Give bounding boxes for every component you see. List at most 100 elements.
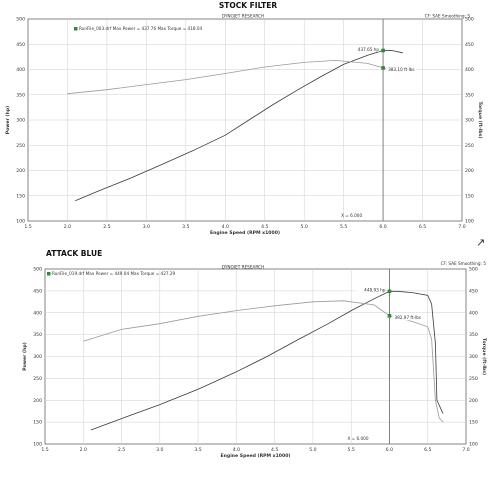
legend: RunFile_019.drf Max Power = 449.04 Max T… [47,271,176,276]
y2-tick-label: 300 [469,354,478,360]
y2-tick-label: 350 [469,332,478,338]
y-tick-label: 300 [33,354,42,360]
x-tick-label: 5.0 [301,224,308,230]
y2-tick-label: 250 [465,143,474,149]
x-tick-label: 5.5 [348,447,355,453]
header-right: CF: SAE Smoothing: 5 [425,14,471,19]
series-group: 437.65 hp 383.10 ft-lbs [67,45,417,202]
diagonal-arrow-icon: ↗ [476,236,486,249]
x-tick-label: 7.0 [462,447,469,453]
y-tick-label: 300 [16,118,25,124]
legend-marker [74,27,78,31]
y-tick-labels: 100 150 200 250 300 350 400 450 500 [33,267,42,448]
x-tick-label: 6.5 [424,447,431,453]
y-tick-label: 400 [16,67,25,73]
y-tick-label: 200 [33,398,42,404]
series-marker-power [381,48,385,53]
header-right: CF: SAE Smoothing: 5 [441,261,487,266]
x-tick-label: 3.0 [156,447,163,453]
y2-tick-label: 250 [469,376,478,382]
series-marker-torque [387,314,392,318]
x-tick-labels: 1.5 2.0 2.5 3.0 3.5 4.0 4.5 5.0 5.5 6.0 6.5 7.0 [41,447,469,453]
y2-tick-label: 500 [469,267,478,273]
y2-tick-labels: 100 150 200 250 300 350 400 450 500 [469,267,478,448]
y-tick-label: 250 [33,376,42,382]
y2-tick-label: 100 [469,442,478,448]
legend-text: RunFile_019.drf Max Power = 449.04 Max T… [52,271,176,276]
data-label-power: 448.93 hp [364,288,386,293]
y2-tick-label: 300 [465,118,474,124]
x-tick-label: 4.5 [271,447,278,453]
legend-text: RunFile_003.drf Max Power = 437.76 Max T… [79,26,203,31]
y2-axis-label: Torque (ft-lbs) [481,338,487,375]
x-tick-label: 2.0 [64,224,71,230]
grid [45,269,466,444]
data-label-power: 437.65 hp [358,47,380,52]
header-center: DYNOJET RESEARCH [222,14,264,19]
x-tick-label: 5.0 [309,447,316,453]
x-tick-label: 4.5 [261,224,268,230]
y-tick-label: 350 [16,92,25,98]
series-line-torque [67,59,403,95]
y2-tick-label: 450 [465,42,474,48]
x-tick-label: 5.5 [340,224,347,230]
y-tick-label: 200 [16,168,25,174]
y2-tick-label: 500 [465,17,474,23]
chart-title: ATTACK BLUE [46,249,102,258]
series-line-power [90,290,444,431]
y2-tick-labels: 100 150 200 250 300 350 400 450 500 [465,17,474,225]
x-axis-label: Engine Speed (RPM x1000) [210,230,280,236]
data-label-torque: 392.97 ft-lbs [394,315,421,320]
series-group: 448.93 hp 392.97 ft-lbs [83,286,444,431]
legend-marker [47,272,51,276]
y-tick-label: 250 [16,143,25,149]
data-label-bg [392,314,423,321]
x-axis-label: Engine Speed (RPM x1000) [221,453,291,459]
y-tick-label: 150 [33,420,42,426]
y-tick-label: 450 [16,42,25,48]
series-line-power [75,49,403,202]
x-tick-label: 3.5 [182,224,189,230]
y2-tick-label: 400 [465,67,474,73]
x-tick-label: 2.0 [80,447,87,453]
data-label-torque: 383.10 ft-lbs [388,67,415,72]
y2-axis-label: Torque (ft-lbs) [477,101,483,138]
y-tick-label: 500 [16,17,25,23]
data-label-bg [386,66,417,73]
legend: RunFile_003.drf Max Power = 437.76 Max T… [74,26,203,31]
y2-tick-label: 100 [465,219,474,225]
y2-tick-label: 200 [465,168,474,174]
y-tick-label: 100 [16,219,25,225]
y-axis-label: Power (hp) [22,342,28,371]
x-tick-label: 1.5 [24,224,31,230]
data-label-bg [355,286,386,293]
y-tick-label: 400 [33,310,42,316]
y2-tick-label: 400 [469,310,478,316]
series-marker-power [387,289,392,294]
y2-tick-label: 350 [465,92,474,98]
x-tick-label: 2.5 [103,224,110,230]
y-tick-label: 450 [33,288,42,294]
cursor-readout: X = 6.000 [347,436,368,441]
x-tick-label: 6.5 [419,224,426,230]
data-label-bg [349,45,380,52]
x-tick-label: 1.5 [41,447,48,453]
y-tick-label: 350 [33,332,42,338]
x-tick-label: 2.5 [118,447,125,453]
stock-filter-chart: STOCK FILTER DYNOJET RESEARCH CF: SAE Sm… [5,1,483,236]
x-tick-label: 7.0 [458,224,465,230]
series-marker-torque [381,66,385,70]
y-tick-label: 100 [33,442,42,448]
header-center: DYNOJET RESEARCH [222,265,264,270]
y2-tick-label: 150 [465,193,474,199]
chart-title: STOCK FILTER [219,1,278,10]
x-tick-label: 3.0 [143,224,150,230]
y2-tick-label: 150 [469,420,478,426]
x-tick-label: 6.0 [386,447,393,453]
x-tick-label: 3.5 [194,447,201,453]
series-line-torque [83,300,444,423]
y2-tick-label: 200 [469,398,478,404]
attack-blue-chart: ATTACK BLUE DYNOJET RESEARCH CF: SAE Smo… [22,249,487,459]
y-tick-labels: 100 150 200 250 300 350 400 450 500 [16,17,25,225]
